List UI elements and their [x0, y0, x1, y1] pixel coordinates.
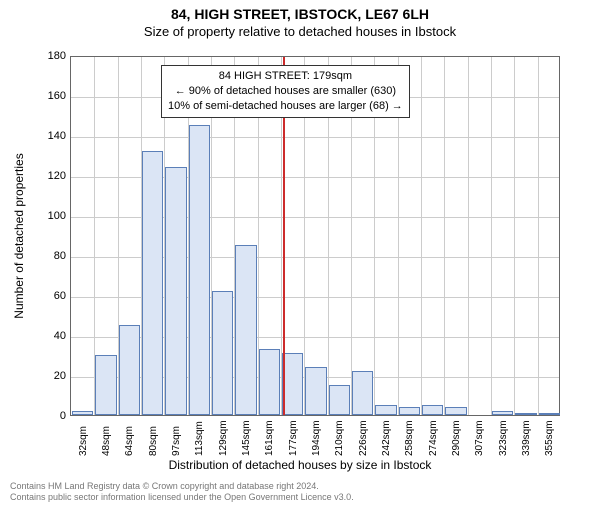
histogram-bar — [212, 291, 233, 415]
x-tick-label: 129sqm — [218, 420, 229, 456]
chart-title-sub: Size of property relative to detached ho… — [0, 24, 600, 39]
histogram-bar — [305, 367, 326, 415]
y-tick-label: 100 — [36, 210, 66, 222]
x-tick-label: 226sqm — [358, 420, 369, 456]
chart-title-main: 84, HIGH STREET, IBSTOCK, LE67 6LH — [0, 6, 600, 22]
histogram-bar — [142, 151, 163, 415]
x-tick-label: 177sqm — [288, 420, 299, 456]
histogram-bar — [422, 405, 443, 415]
x-tick-label: 323sqm — [498, 420, 509, 456]
y-tick-label: 20 — [36, 370, 66, 382]
annotation-line-3: 10% of semi-detached houses are larger (… — [168, 99, 403, 114]
x-tick-label: 274sqm — [428, 420, 439, 456]
histogram-bar — [72, 411, 93, 415]
x-tick-label: 355sqm — [544, 420, 555, 456]
histogram-bar — [399, 407, 420, 415]
annotation-box: 84 HIGH STREET: 179sqm ← 90% of detached… — [161, 65, 410, 118]
y-tick-label: 0 — [36, 410, 66, 422]
histogram-bar — [445, 407, 466, 415]
histogram-bar — [119, 325, 140, 415]
annotation-line-2: ← 90% of detached houses are smaller (63… — [168, 84, 403, 99]
histogram-bar — [282, 353, 303, 415]
y-tick-label: 40 — [36, 330, 66, 342]
gridline-vertical — [444, 57, 445, 415]
x-tick-label: 210sqm — [334, 420, 345, 456]
gridline-vertical — [538, 57, 539, 415]
x-tick-label: 307sqm — [474, 420, 485, 456]
gridline-vertical — [421, 57, 422, 415]
histogram-bar — [329, 385, 350, 415]
y-tick-label: 60 — [36, 290, 66, 302]
histogram-bar — [235, 245, 256, 415]
footer-line-1: Contains HM Land Registry data © Crown c… — [10, 481, 354, 492]
histogram-bar — [515, 413, 536, 415]
x-tick-label: 48sqm — [101, 426, 112, 456]
histogram-bar — [492, 411, 513, 415]
histogram-bar — [375, 405, 396, 415]
histogram-bar — [189, 125, 210, 415]
histogram-bar — [165, 167, 186, 415]
x-tick-label: 80sqm — [148, 426, 159, 456]
y-tick-label: 180 — [36, 50, 66, 62]
gridline-vertical — [468, 57, 469, 415]
x-tick-label: 258sqm — [404, 420, 415, 456]
x-tick-label: 339sqm — [521, 420, 532, 456]
x-tick-label: 242sqm — [381, 420, 392, 456]
x-tick-label: 97sqm — [171, 426, 182, 456]
histogram-bar — [95, 355, 116, 415]
x-tick-label: 145sqm — [241, 420, 252, 456]
x-tick-label: 64sqm — [124, 426, 135, 456]
x-tick-label: 32sqm — [78, 426, 89, 456]
footer-line-2: Contains public sector information licen… — [10, 492, 354, 503]
chart-plot-area: 84 HIGH STREET: 179sqm ← 90% of detached… — [70, 56, 560, 416]
y-tick-label: 120 — [36, 170, 66, 182]
y-tick-label: 160 — [36, 90, 66, 102]
x-tick-label: 194sqm — [311, 420, 322, 456]
chart-container: 84, HIGH STREET, IBSTOCK, LE67 6LH Size … — [0, 6, 600, 506]
x-tick-label: 161sqm — [264, 420, 275, 456]
x-axis-label: Distribution of detached houses by size … — [0, 458, 600, 472]
x-tick-label: 290sqm — [451, 420, 462, 456]
y-axis-label: Number of detached properties — [12, 153, 26, 318]
histogram-bar — [539, 413, 560, 415]
gridline-horizontal — [71, 137, 559, 138]
x-tick-label: 113sqm — [194, 421, 205, 456]
gridline-vertical — [491, 57, 492, 415]
y-tick-label: 80 — [36, 250, 66, 262]
histogram-bar — [259, 349, 280, 415]
y-tick-label: 140 — [36, 130, 66, 142]
annotation-line-1: 84 HIGH STREET: 179sqm — [168, 69, 403, 84]
histogram-bar — [352, 371, 373, 415]
gridline-vertical — [514, 57, 515, 415]
